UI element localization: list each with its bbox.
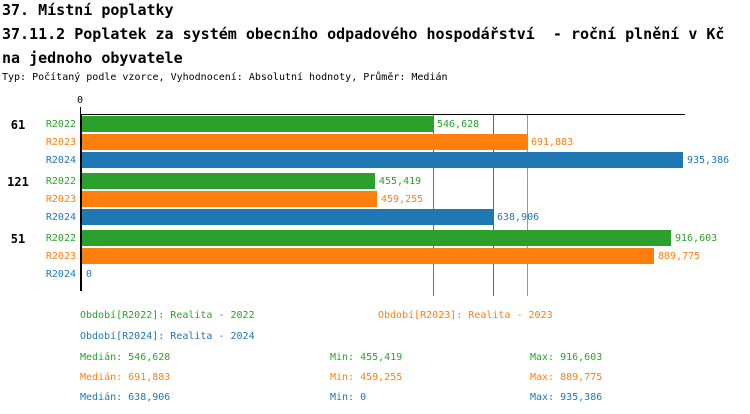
y-axis-line — [80, 114, 82, 291]
median-line — [433, 115, 434, 296]
stat-median-r2022: Medián: 546,628 — [80, 352, 171, 363]
bar-value-label: 546,628 — [437, 119, 480, 130]
bar-value-label: 459,255 — [381, 194, 424, 205]
bar-value-label: 638,906 — [497, 212, 540, 223]
legend-item-r2023: Období[R2023]: Realita - 2023 — [378, 310, 553, 321]
bar — [82, 152, 683, 168]
series-label: R2022 — [45, 176, 76, 187]
page-subtitle-line1: 37.11.2 Poplatek za systém obecního odpa… — [2, 25, 725, 43]
bar-value-label: 0 — [86, 269, 93, 280]
bar — [82, 191, 377, 207]
bar-value-label: 935,386 — [687, 155, 730, 166]
bar-value-label: 691,883 — [531, 137, 574, 148]
x-axis-line — [80, 114, 685, 115]
stat-min-r2023: Min: 459,255 — [330, 372, 403, 383]
page-title: 37. Místní poplatky — [2, 1, 174, 19]
legend-item-r2022: Období[R2022]: Realita - 2022 — [80, 310, 255, 321]
stat-min-r2024: Min: 0 — [330, 392, 367, 403]
stat-median-r2023: Medián: 691,883 — [80, 372, 171, 383]
series-label: R2023 — [45, 251, 76, 262]
stat-median-r2024: Medián: 638,906 — [80, 392, 171, 403]
bar — [82, 209, 493, 225]
bar-value-label: 916,603 — [675, 233, 718, 244]
series-label: R2024 — [45, 269, 76, 280]
page-subtitle-line2: na jednoho obyvatele — [2, 49, 183, 67]
stat-min-r2022: Min: 455,419 — [330, 352, 403, 363]
chart-meta: Typ: Počítaný podle vzorce, Vyhodnocení:… — [2, 72, 448, 83]
series-label: R2022 — [45, 119, 76, 130]
x-axis-zero-label: 0 — [77, 95, 84, 106]
bar — [82, 248, 654, 264]
stat-max-r2024: Max: 935,386 — [530, 392, 603, 403]
legend-item-r2024: Období[R2024]: Realita - 2024 — [80, 331, 255, 342]
bar — [82, 230, 671, 246]
group-label: 121 — [7, 175, 29, 189]
stat-max-r2023: Max: 889,775 — [530, 372, 603, 383]
group-label: 51 — [10, 232, 26, 246]
bar — [82, 134, 527, 150]
stat-max-r2022: Max: 916,603 — [530, 352, 603, 363]
series-label: R2023 — [45, 137, 76, 148]
series-label: R2022 — [45, 233, 76, 244]
bar-value-label: 889,775 — [658, 251, 701, 262]
bar — [82, 173, 375, 189]
bar-chart: 0 61 R2022 546,628 R2023 691,883 R2024 935,386 1… — [7, 95, 730, 296]
median-line — [527, 115, 528, 296]
median-line — [493, 115, 494, 296]
bar-value-label: 455,419 — [379, 176, 422, 187]
bar — [82, 116, 433, 132]
x-axis-tick — [80, 107, 81, 114]
series-label: R2023 — [45, 194, 76, 205]
series-label: R2024 — [45, 212, 76, 223]
group-label: 61 — [10, 118, 26, 132]
series-label: R2024 — [45, 155, 76, 166]
